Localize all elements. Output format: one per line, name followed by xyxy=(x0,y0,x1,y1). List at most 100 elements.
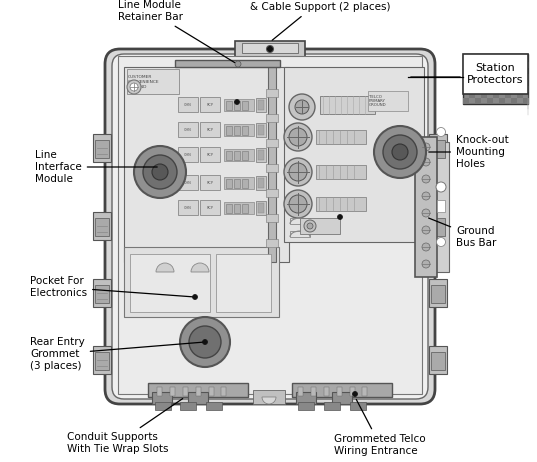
Bar xyxy=(324,387,329,396)
Bar xyxy=(196,387,201,396)
Bar xyxy=(481,92,487,98)
Bar xyxy=(224,99,254,111)
Circle shape xyxy=(422,175,430,183)
Bar xyxy=(517,56,523,62)
Bar xyxy=(523,86,529,92)
Bar xyxy=(209,387,214,396)
Bar xyxy=(487,86,493,92)
Bar xyxy=(256,123,266,137)
Circle shape xyxy=(437,237,446,247)
Bar xyxy=(493,80,499,86)
Text: Grommeted Telco
Wiring Entrance: Grommeted Telco Wiring Entrance xyxy=(334,400,426,456)
Circle shape xyxy=(289,163,307,181)
Bar xyxy=(175,60,280,67)
Bar xyxy=(258,203,264,213)
Bar xyxy=(475,62,481,68)
Bar xyxy=(124,247,279,317)
Bar xyxy=(311,387,316,396)
Bar xyxy=(242,179,248,188)
Bar xyxy=(242,204,248,213)
Bar xyxy=(499,74,505,80)
Bar xyxy=(178,200,198,215)
Bar xyxy=(180,402,196,410)
Text: RCP: RCP xyxy=(207,153,214,157)
Circle shape xyxy=(143,155,177,189)
Bar xyxy=(493,56,499,62)
Text: Line
Interface
Module: Line Interface Module xyxy=(35,151,157,183)
Bar xyxy=(235,41,305,57)
Circle shape xyxy=(422,192,430,200)
Text: RCP: RCP xyxy=(207,181,214,185)
Bar xyxy=(148,383,248,397)
Bar xyxy=(258,100,264,110)
Bar xyxy=(183,387,188,396)
Bar xyxy=(324,402,340,410)
Circle shape xyxy=(392,144,408,160)
Bar xyxy=(368,91,408,111)
Bar xyxy=(266,189,278,197)
Bar xyxy=(242,126,248,135)
Bar xyxy=(157,387,162,396)
Bar xyxy=(224,177,254,189)
Bar xyxy=(493,68,499,74)
Bar xyxy=(95,218,109,236)
Bar xyxy=(316,197,366,211)
Bar xyxy=(316,130,366,144)
Bar xyxy=(95,352,109,370)
Bar xyxy=(431,352,445,370)
Bar xyxy=(431,285,445,303)
Bar xyxy=(266,239,278,247)
Bar xyxy=(469,68,475,74)
Bar xyxy=(224,124,254,136)
Circle shape xyxy=(266,45,273,53)
Bar xyxy=(463,62,469,68)
Text: Rear Entry
Grommet
(3 places): Rear Entry Grommet (3 places) xyxy=(30,337,202,371)
Bar xyxy=(170,387,175,396)
Bar xyxy=(469,92,475,98)
Bar xyxy=(481,56,487,62)
Bar xyxy=(224,202,254,214)
Text: Line Module
Retainer Bar: Line Module Retainer Bar xyxy=(118,0,235,62)
Bar xyxy=(224,149,254,161)
Bar xyxy=(221,387,226,396)
Bar xyxy=(234,204,240,213)
Bar xyxy=(511,86,517,92)
Bar xyxy=(178,175,198,190)
Bar xyxy=(298,387,303,396)
Bar xyxy=(226,126,232,135)
Bar xyxy=(517,68,523,74)
Bar xyxy=(268,67,276,262)
Bar xyxy=(475,86,481,92)
Bar xyxy=(292,383,392,397)
Bar xyxy=(256,201,266,215)
Circle shape xyxy=(337,214,343,219)
Circle shape xyxy=(422,209,430,217)
Bar xyxy=(234,179,240,188)
Bar xyxy=(127,69,179,94)
Circle shape xyxy=(289,195,307,213)
Text: Pocket For
Electronics: Pocket For Electronics xyxy=(30,276,192,298)
Circle shape xyxy=(235,99,240,104)
Bar xyxy=(258,125,264,135)
Bar xyxy=(429,279,447,307)
Circle shape xyxy=(192,294,198,299)
Bar xyxy=(463,54,528,94)
Bar xyxy=(350,387,355,396)
Bar xyxy=(95,285,109,303)
Bar xyxy=(505,56,511,62)
Bar xyxy=(266,164,278,172)
Circle shape xyxy=(180,317,230,367)
Bar xyxy=(152,392,172,404)
Bar xyxy=(290,231,310,237)
Bar xyxy=(200,122,220,137)
Bar xyxy=(242,151,248,160)
Bar xyxy=(188,392,208,404)
Circle shape xyxy=(422,243,430,251)
Circle shape xyxy=(189,326,221,358)
Circle shape xyxy=(284,158,312,186)
Bar xyxy=(256,98,266,112)
Bar xyxy=(93,279,111,307)
Bar xyxy=(429,134,447,162)
Text: TELCO
PRIMARY
GROUND: TELCO PRIMARY GROUND xyxy=(369,95,387,107)
Circle shape xyxy=(374,126,426,178)
